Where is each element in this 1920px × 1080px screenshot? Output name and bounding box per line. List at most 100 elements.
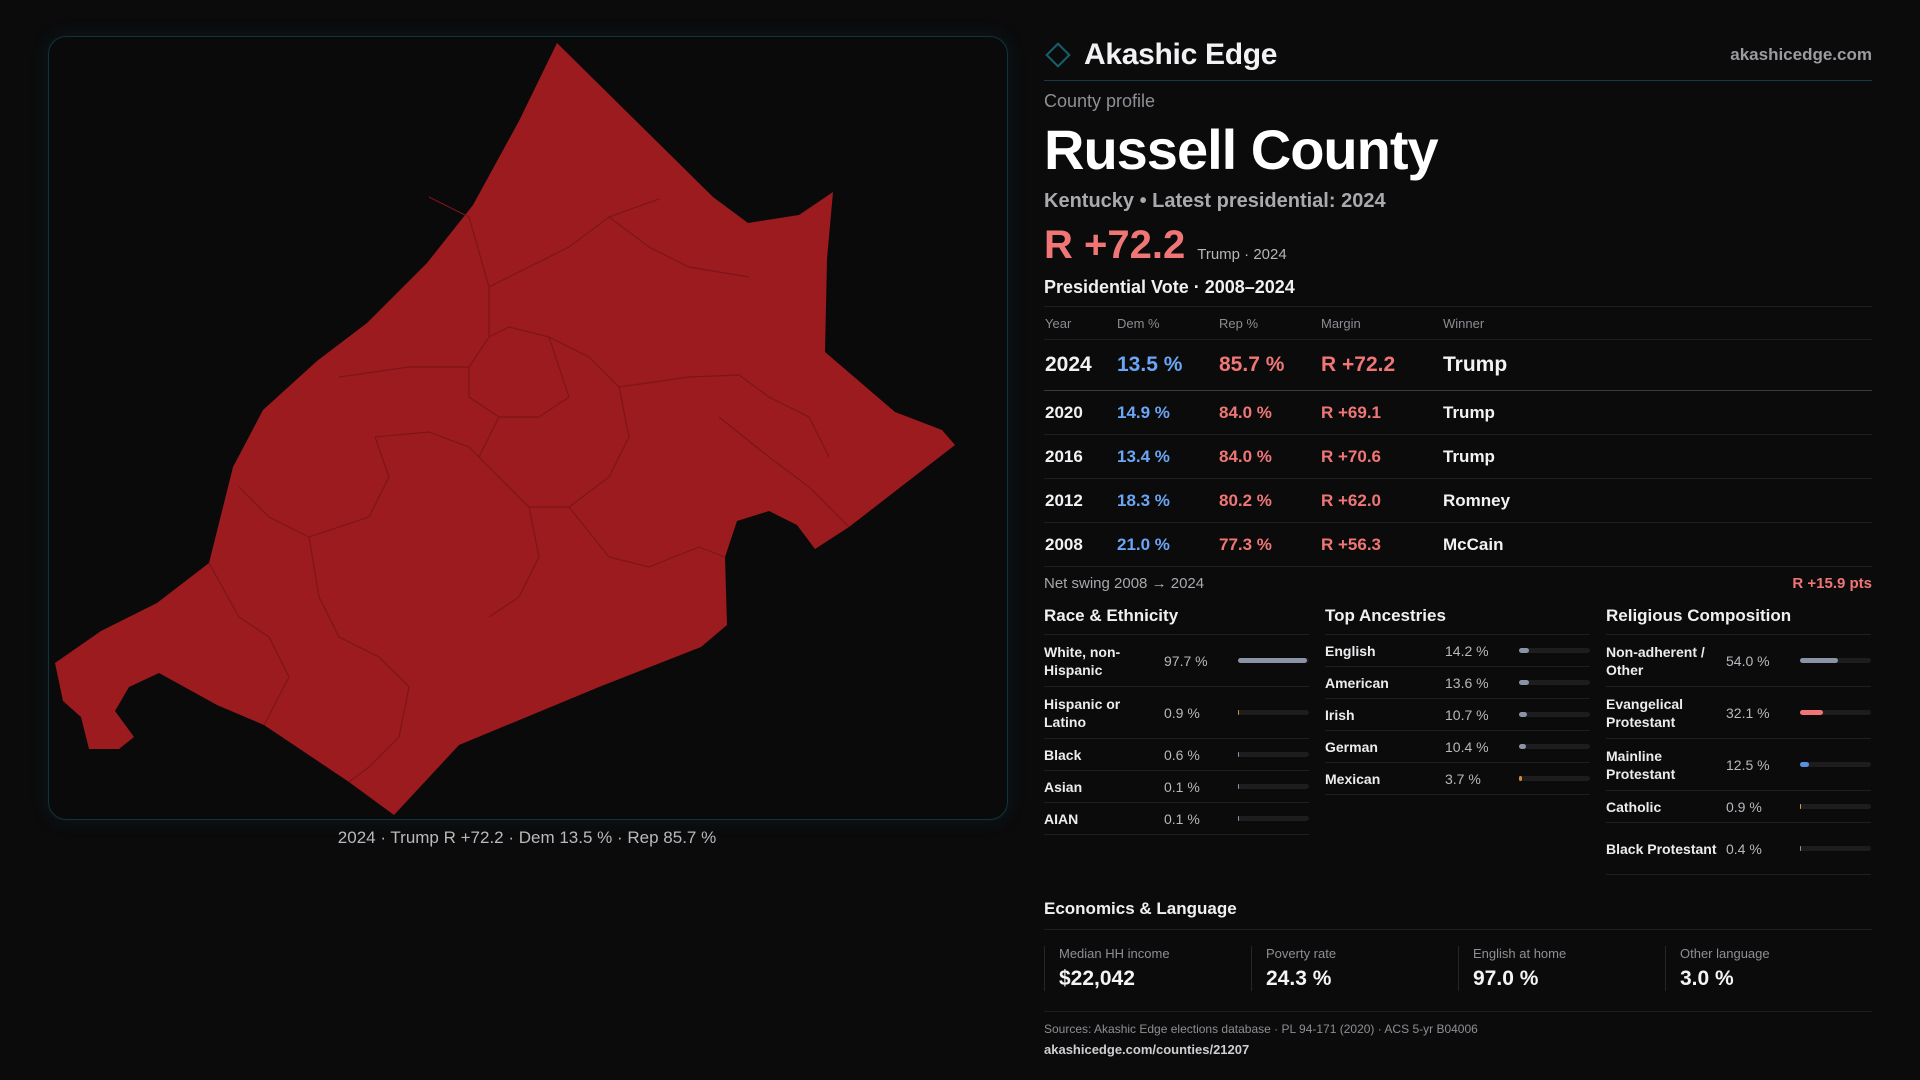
stat-label: English at home	[1473, 946, 1567, 961]
item-value: 0.1 %	[1164, 810, 1200, 827]
cell-winner: Trump	[1442, 390, 1872, 435]
stat-value: 24.3 %	[1266, 967, 1332, 990]
item-bar	[1519, 680, 1590, 685]
item-bar	[1238, 710, 1309, 715]
item-bar	[1519, 776, 1590, 781]
cell-rep: 84.0 %	[1218, 434, 1320, 479]
county-map-panel[interactable]	[48, 36, 1008, 820]
item-bar	[1238, 816, 1309, 821]
net-swing: Net swing 2008 → 2024 R +15.9 pts	[1044, 575, 1872, 592]
list-item: Non-adherent / Other 54.0 %	[1606, 635, 1871, 687]
ancestry-section: Top Ancestries English 14.2 % American 1…	[1325, 606, 1590, 875]
item-label: Black Protestant	[1606, 840, 1717, 857]
header-rep: Rep %	[1218, 307, 1320, 340]
cell-dem: 13.5 %	[1116, 339, 1218, 391]
votes-header-row: Year Dem % Rep % Margin Winner	[1044, 307, 1872, 340]
table-row: 2024 13.5 % 85.7 % R +72.2 Trump	[1044, 339, 1872, 391]
cell-winner: Trump	[1442, 434, 1872, 479]
cell-margin: R +56.3	[1320, 522, 1442, 567]
diamond-logo-icon	[1045, 42, 1071, 68]
brand[interactable]: Akashic Edge	[1044, 38, 1277, 72]
item-bar	[1238, 658, 1309, 663]
swing-label: Net swing 2008 → 2024	[1044, 575, 1205, 592]
county-url-link[interactable]: akashicedge.com/counties/21207	[1044, 1042, 1250, 1057]
item-value: 14.2 %	[1445, 642, 1489, 659]
list-item: Evangelical Protestant 32.1 %	[1606, 687, 1871, 739]
item-bar-fill	[1519, 744, 1527, 749]
stat-label: Poverty rate	[1266, 946, 1337, 961]
votes-section-title: Presidential Vote · 2008–2024	[1044, 277, 1872, 307]
stat-value: $22,042	[1059, 967, 1135, 990]
stat-median-income: Median HH income $22,042	[1044, 946, 1251, 991]
cell-year: 2024	[1044, 339, 1116, 391]
cell-margin: R +72.2	[1320, 339, 1442, 391]
headline-result: R +72.2 Trump · 2024	[1044, 223, 1872, 267]
list-item: Mainline Protestant 12.5 %	[1606, 739, 1871, 791]
item-label: Mexican	[1325, 770, 1381, 787]
item-bar	[1800, 658, 1871, 663]
ancestry-title: Top Ancestries	[1325, 606, 1590, 635]
item-label: AIAN	[1044, 810, 1079, 827]
item-bar-fill	[1238, 658, 1308, 663]
stat-other-language: Other language 3.0 %	[1665, 946, 1872, 991]
table-row: 2016 13.4 % 84.0 % R +70.6 Trump	[1044, 434, 1872, 479]
table-row: 2008 21.0 % 77.3 % R +56.3 McCain	[1044, 522, 1872, 567]
cell-year: 2020	[1044, 390, 1116, 435]
cell-year: 2012	[1044, 478, 1116, 523]
list-item: English 14.2 %	[1325, 635, 1590, 667]
cell-dem: 18.3 %	[1116, 478, 1218, 523]
item-bar	[1800, 710, 1871, 715]
header-winner: Winner	[1442, 307, 1872, 340]
item-label: Irish	[1325, 706, 1355, 723]
header-margin: Margin	[1320, 307, 1442, 340]
stat-poverty-rate: Poverty rate 24.3 %	[1251, 946, 1458, 991]
cell-dem: 14.9 %	[1116, 390, 1218, 435]
precinct-boundaries	[208, 196, 850, 783]
item-bar	[1800, 762, 1871, 767]
site-link[interactable]: akashicedge.com	[1730, 45, 1872, 64]
stat-label: Median HH income	[1059, 946, 1170, 961]
stat-value: 97.0 %	[1473, 967, 1539, 990]
list-item: Asian 0.1 %	[1044, 771, 1309, 803]
item-value: 0.9 %	[1726, 798, 1762, 815]
stat-label: Other language	[1680, 946, 1770, 961]
list-item: Black 0.6 %	[1044, 739, 1309, 771]
cell-rep: 77.3 %	[1218, 522, 1320, 567]
cell-year: 2016	[1044, 434, 1116, 479]
header: Akashic Edge akashicedge.com	[1044, 30, 1872, 81]
item-value: 13.6 %	[1445, 674, 1489, 691]
county-shape[interactable]	[55, 43, 955, 815]
list-item: White, non-Hispanic 97.7 %	[1044, 635, 1309, 687]
item-value: 3.7 %	[1445, 770, 1481, 787]
item-bar	[1800, 846, 1871, 851]
item-bar	[1519, 648, 1590, 653]
race-section: Race & Ethnicity White, non-Hispanic 97.…	[1044, 606, 1309, 875]
votes-table: Year Dem % Rep % Margin Winner 2024 13.5…	[1044, 307, 1872, 567]
list-item: Catholic 0.9 %	[1606, 791, 1871, 823]
item-label: Catholic	[1606, 798, 1662, 815]
header-year: Year	[1044, 307, 1116, 340]
item-value: 10.4 %	[1445, 738, 1489, 755]
item-value: 10.7 %	[1445, 706, 1489, 723]
item-value: 12.5 %	[1726, 756, 1770, 773]
item-bar-fill	[1519, 680, 1529, 685]
headline-note: Trump · 2024	[1197, 246, 1287, 263]
cell-winner: Romney	[1442, 478, 1872, 523]
headline-margin: R +72.2	[1044, 223, 1186, 267]
item-bar-fill	[1519, 648, 1530, 653]
county-profile-panel: Akashic Edge akashicedge.com County prof…	[1044, 30, 1872, 1057]
list-item: Irish 10.7 %	[1325, 699, 1590, 731]
item-bar-fill	[1800, 762, 1809, 767]
item-bar	[1238, 752, 1309, 757]
item-label: American	[1325, 674, 1389, 691]
item-bar	[1519, 744, 1590, 749]
cell-rep: 80.2 %	[1218, 478, 1320, 523]
item-value: 0.1 %	[1164, 778, 1200, 795]
stat-english-at-home: English at home 97.0 %	[1458, 946, 1665, 991]
page-kicker: County profile	[1044, 91, 1156, 111]
item-label: Evangelical Protestant	[1606, 695, 1684, 730]
item-label: German	[1325, 738, 1378, 755]
item-bar	[1519, 712, 1590, 717]
county-map[interactable]	[49, 37, 1007, 819]
item-bar	[1800, 804, 1871, 809]
